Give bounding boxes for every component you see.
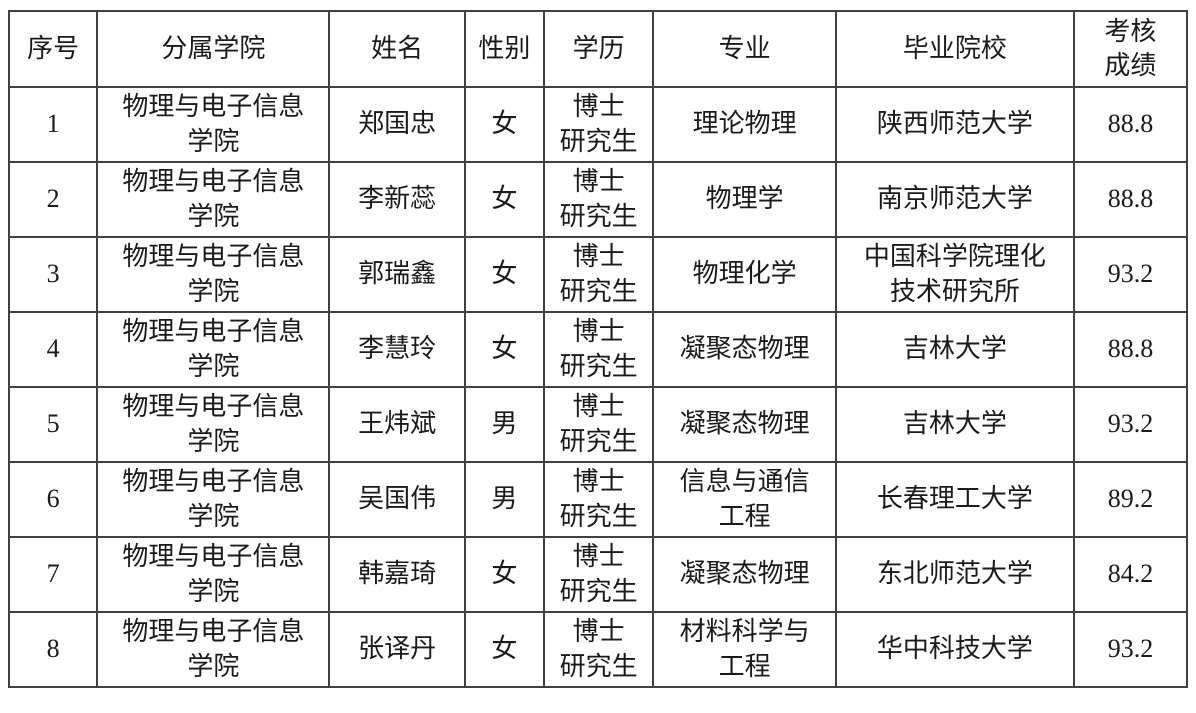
cell-score: 93.2 bbox=[1072, 611, 1189, 688]
cell-gender: 女 bbox=[463, 611, 545, 688]
cell-gender: 男 bbox=[463, 461, 545, 538]
cell-major: 物理学 bbox=[652, 161, 837, 238]
cell-education: 博士 研究生 bbox=[542, 86, 655, 163]
cell-gender: 女 bbox=[463, 86, 545, 163]
cell-major: 凝聚态物理 bbox=[652, 386, 837, 463]
table-row: 8 物理与电子信息 学院 张译丹女博士 研究生 材料科学与 工程 华中科技大学 93.2 bbox=[7, 611, 1189, 688]
cell-major: 凝聚态物理 bbox=[652, 311, 837, 388]
cell-gender: 男 bbox=[463, 386, 545, 463]
cell-college: 物理与电子信息 学院 bbox=[96, 611, 331, 688]
column-header-university: 毕业院校 bbox=[834, 10, 1075, 88]
cell-education: 博士 研究生 bbox=[542, 161, 655, 238]
cell-index: 1 bbox=[7, 86, 99, 163]
cell-university: 陕西师范大学 bbox=[834, 86, 1075, 163]
cell-major: 理论物理 bbox=[652, 86, 837, 163]
table-row: 6 物理与电子信息 学院 吴国伟男博士 研究生 信息与通信 工程 长春理工大学 89.2 bbox=[7, 461, 1189, 538]
cell-score: 89.2 bbox=[1072, 461, 1189, 538]
cell-name: 张译丹 bbox=[328, 611, 466, 688]
cell-score: 88.8 bbox=[1072, 161, 1189, 238]
cell-university: 华中科技大学 bbox=[834, 611, 1075, 688]
table-row: 1 物理与电子信息 学院 郑国忠女博士 研究生 理论物理 陕西师范大学 88.8 bbox=[7, 86, 1189, 163]
column-header-score: 考核 成绩 bbox=[1072, 10, 1189, 88]
table-row: 4 物理与电子信息 学院 李慧玲女博士 研究生 凝聚态物理 吉林大学 88.8 bbox=[7, 311, 1189, 388]
cell-university: 吉林大学 bbox=[834, 311, 1075, 388]
table-body: 1 物理与电子信息 学院 郑国忠女博士 研究生 理论物理 陕西师范大学 88.8 2 物理与电… bbox=[7, 86, 1189, 688]
cell-score: 93.2 bbox=[1072, 236, 1189, 313]
cell-college: 物理与电子信息 学院 bbox=[96, 236, 331, 313]
cell-college: 物理与电子信息 学院 bbox=[96, 161, 331, 238]
column-header-education: 学历 bbox=[542, 10, 655, 88]
table-row: 5 物理与电子信息 学院 王炜斌男博士 研究生 凝聚态物理 吉林大学 93.2 bbox=[7, 386, 1189, 463]
assessment-results-table: 序号 分属学院 姓名 性别 学历 专业 毕业院校 考核 成绩 1 物理与电子信息 学院 郑国忠女博… bbox=[7, 10, 1189, 688]
cell-gender: 女 bbox=[463, 311, 545, 388]
cell-gender: 女 bbox=[463, 536, 545, 613]
cell-index: 8 bbox=[7, 611, 99, 688]
cell-index: 2 bbox=[7, 161, 99, 238]
cell-name: 郑国忠 bbox=[328, 86, 466, 163]
table-row: 7 物理与电子信息 学院 韩嘉琦女博士 研究生 凝聚态物理 东北师范大学 84.2 bbox=[7, 536, 1189, 613]
cell-gender: 女 bbox=[463, 161, 545, 238]
cell-name: 王炜斌 bbox=[328, 386, 466, 463]
column-header-gender: 性别 bbox=[463, 10, 545, 88]
cell-college: 物理与电子信息 学院 bbox=[96, 536, 331, 613]
column-header-index: 序号 bbox=[7, 10, 99, 88]
cell-major: 凝聚态物理 bbox=[652, 536, 837, 613]
cell-major: 材料科学与 工程 bbox=[652, 611, 837, 688]
cell-index: 4 bbox=[7, 311, 99, 388]
cell-score: 93.2 bbox=[1072, 386, 1189, 463]
cell-index: 7 bbox=[7, 536, 99, 613]
cell-education: 博士 研究生 bbox=[542, 386, 655, 463]
cell-university: 长春理工大学 bbox=[834, 461, 1075, 538]
header-row: 序号 分属学院 姓名 性别 学历 专业 毕业院校 考核 成绩 bbox=[7, 10, 1189, 88]
cell-gender: 女 bbox=[463, 236, 545, 313]
cell-education: 博士 研究生 bbox=[542, 236, 655, 313]
column-header-college: 分属学院 bbox=[96, 10, 331, 88]
cell-index: 6 bbox=[7, 461, 99, 538]
cell-major: 物理化学 bbox=[652, 236, 837, 313]
cell-name: 吴国伟 bbox=[328, 461, 466, 538]
cell-score: 84.2 bbox=[1072, 536, 1189, 613]
cell-score: 88.8 bbox=[1072, 86, 1189, 163]
cell-education: 博士 研究生 bbox=[542, 611, 655, 688]
cell-major: 信息与通信 工程 bbox=[652, 461, 837, 538]
cell-college: 物理与电子信息 学院 bbox=[96, 461, 331, 538]
cell-university: 中国科学院理化 技术研究所 bbox=[834, 236, 1075, 313]
cell-university: 南京师范大学 bbox=[834, 161, 1075, 238]
cell-education: 博士 研究生 bbox=[542, 536, 655, 613]
table-row: 2 物理与电子信息 学院 李新蕊女博士 研究生 物理学 南京师范大学 88.8 bbox=[7, 161, 1189, 238]
cell-score: 88.8 bbox=[1072, 311, 1189, 388]
column-header-name: 姓名 bbox=[328, 10, 466, 88]
cell-university: 东北师范大学 bbox=[834, 536, 1075, 613]
cell-college: 物理与电子信息 学院 bbox=[96, 386, 331, 463]
cell-name: 李慧玲 bbox=[328, 311, 466, 388]
cell-name: 郭瑞鑫 bbox=[328, 236, 466, 313]
cell-university: 吉林大学 bbox=[834, 386, 1075, 463]
cell-name: 李新蕊 bbox=[328, 161, 466, 238]
cell-index: 5 bbox=[7, 386, 99, 463]
cell-index: 3 bbox=[7, 236, 99, 313]
cell-name: 韩嘉琦 bbox=[328, 536, 466, 613]
cell-college: 物理与电子信息 学院 bbox=[96, 311, 331, 388]
table-row: 3 物理与电子信息 学院 郭瑞鑫女博士 研究生 物理化学 中国科学院理化 技术研究所 93… bbox=[7, 236, 1189, 313]
column-header-major: 专业 bbox=[652, 10, 837, 88]
cell-college: 物理与电子信息 学院 bbox=[96, 86, 331, 163]
cell-education: 博士 研究生 bbox=[542, 461, 655, 538]
cell-education: 博士 研究生 bbox=[542, 311, 655, 388]
